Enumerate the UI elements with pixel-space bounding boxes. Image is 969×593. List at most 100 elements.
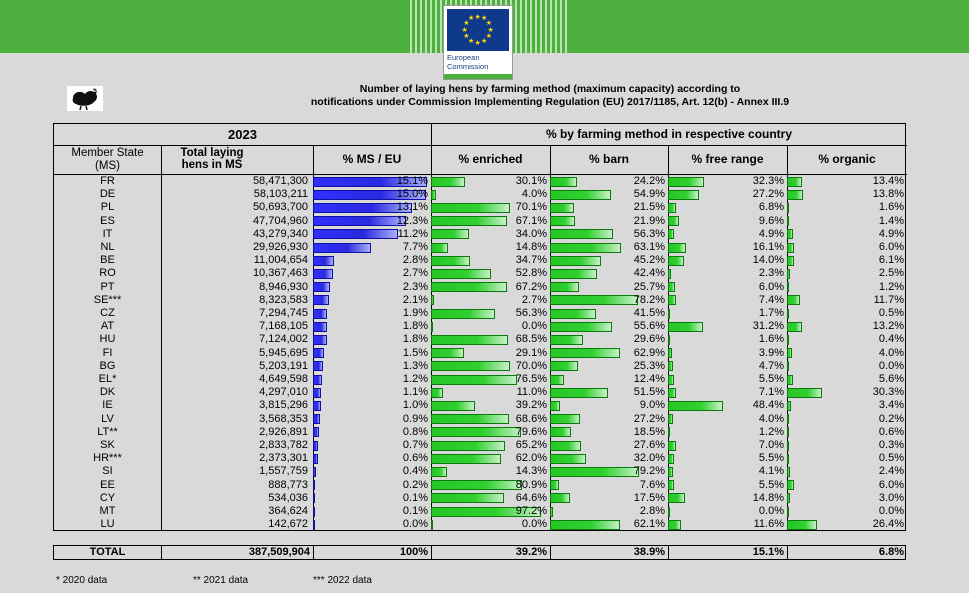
free-bar xyxy=(668,440,676,451)
free-value: 7.0% xyxy=(758,439,784,451)
share-bar xyxy=(313,268,334,279)
flag-star-icon: ★ xyxy=(485,33,493,40)
enriched-value: 79.6% xyxy=(515,425,547,438)
free-value: 31.2% xyxy=(752,320,784,333)
member-state: HU xyxy=(99,333,116,346)
table-row: RO 10,367,463 2.7% 52.8% 42.4% 2.3% 2.5% xyxy=(54,267,907,280)
free-bar xyxy=(668,374,675,385)
laying-hens-table: 2023 % by farming method in respective c… xyxy=(53,123,907,531)
member-state: BG xyxy=(99,359,116,372)
table-row: MT 364,624 0.1% 97.2% 2.8% 0.0% 0.0% xyxy=(54,505,907,518)
organic-bar xyxy=(787,295,801,306)
free-value: 11.6% xyxy=(753,518,784,531)
share-value: 1.9% xyxy=(402,307,428,319)
enriched-bar xyxy=(431,506,541,517)
total-hens-header: Total laying hens in MS xyxy=(180,147,244,171)
free-value: 1.6% xyxy=(758,333,784,346)
free-value: 6.0% xyxy=(758,280,784,293)
free-bar xyxy=(668,400,723,411)
table-row: LV 3,568,353 0.9% 68.6% 27.2% 4.0% 0.2% xyxy=(54,413,907,426)
total-hens: 7,168,105 xyxy=(259,320,308,333)
organic-value: 11.7% xyxy=(873,293,904,306)
barn-value: 62.1% xyxy=(633,518,665,531)
organic-value: 13.4% xyxy=(872,175,904,187)
share-value: 15.1% xyxy=(396,175,428,187)
member-state: EE xyxy=(100,478,115,491)
member-state: SK xyxy=(100,439,115,451)
barn-value: 24.2% xyxy=(633,175,665,187)
share-bar xyxy=(313,295,329,306)
enriched-value: 67.2% xyxy=(515,280,547,293)
free-value: 1.2% xyxy=(758,425,784,438)
enriched-bar xyxy=(431,242,448,253)
enriched-bar xyxy=(431,268,491,279)
free-bar xyxy=(668,216,679,227)
enriched-value: 65.2% xyxy=(515,439,547,451)
barn-bar xyxy=(550,282,579,293)
barn-value: 62.9% xyxy=(633,346,665,359)
share-bar xyxy=(313,216,406,227)
total-hens: 3,815,296 xyxy=(259,399,308,412)
organic-value: 1.2% xyxy=(878,280,904,293)
footnote-2020: * 2020 data xyxy=(56,575,108,586)
barn-bar xyxy=(550,374,564,385)
footnote-2022: *** 2022 data xyxy=(313,575,372,586)
barn-bar xyxy=(550,216,575,227)
free-bar xyxy=(668,255,684,266)
free-bar xyxy=(668,453,675,464)
share-value: 0.2% xyxy=(402,478,428,491)
free-bar xyxy=(668,229,674,240)
barn-bar xyxy=(550,255,601,266)
share-value: 0.7% xyxy=(402,439,428,451)
table-row: LU 142,672 0.0% 0.0% 62.1% 11.6% 26.4% xyxy=(54,518,907,531)
table-row: SI 1,557,759 0.4% 14.3% 79.2% 4.1% 2.4% xyxy=(54,465,907,478)
share-value: 1.3% xyxy=(402,359,428,372)
organic-value: 1.4% xyxy=(878,214,904,227)
free-bar xyxy=(668,493,685,504)
barn-bar xyxy=(550,242,621,253)
table-row: BG 5,203,191 1.3% 70.0% 25.3% 4.7% 0.0% xyxy=(54,360,907,373)
share-bar xyxy=(313,427,320,438)
barn-bar xyxy=(550,427,571,438)
free-bar xyxy=(668,176,705,187)
enriched-bar xyxy=(431,229,470,240)
enriched-value: 76.5% xyxy=(515,373,547,385)
organic-bar xyxy=(787,466,790,477)
total-hens: 10,367,463 xyxy=(252,267,308,280)
total-hens: 2,833,782 xyxy=(259,439,308,451)
enriched-bar xyxy=(431,295,435,306)
enriched-value: 80.9% xyxy=(515,478,547,491)
flag-star-icon: ★ xyxy=(485,20,493,27)
free-value: 3.9% xyxy=(758,346,784,359)
barn-bar xyxy=(550,440,581,451)
organic-bar xyxy=(787,321,803,332)
table-row: IT 43,279,340 11.2% 34.0% 56.3% 4.9% 4.9% xyxy=(54,228,907,241)
enriched-value: 56.3% xyxy=(515,307,547,319)
total-hens: 43,279,340 xyxy=(252,227,308,240)
organic-value: 5.6% xyxy=(878,373,904,385)
barn-value: 32.0% xyxy=(633,452,665,465)
member-state: CY xyxy=(99,491,116,504)
enriched-bar xyxy=(431,334,509,345)
share-value: 1.1% xyxy=(402,386,428,399)
barn-value: 78.2% xyxy=(633,293,665,306)
free-bar xyxy=(668,308,670,319)
free-value: 16.1% xyxy=(752,241,784,253)
share-value: 2.3% xyxy=(402,280,428,293)
barn-bar xyxy=(550,414,581,425)
enriched-bar xyxy=(431,493,504,504)
organic-bar xyxy=(787,387,822,398)
total-enriched: 39.2% xyxy=(515,546,547,558)
enriched-bar xyxy=(431,427,521,438)
organic-header: % organic xyxy=(818,152,876,166)
barn-value: 79.2% xyxy=(633,465,665,478)
share-bar xyxy=(313,387,322,398)
table-row: DK 4,297,010 1.1% 11.0% 51.5% 7.1% 30.3% xyxy=(54,386,907,399)
flag-star-icon: ★ xyxy=(481,15,488,23)
organic-bar xyxy=(787,255,794,266)
free-value: 14.0% xyxy=(752,254,784,267)
share-value: 0.4% xyxy=(402,465,428,478)
organic-bar xyxy=(787,480,794,491)
barn-bar xyxy=(550,519,620,530)
total-label: TOTAL xyxy=(89,546,126,558)
